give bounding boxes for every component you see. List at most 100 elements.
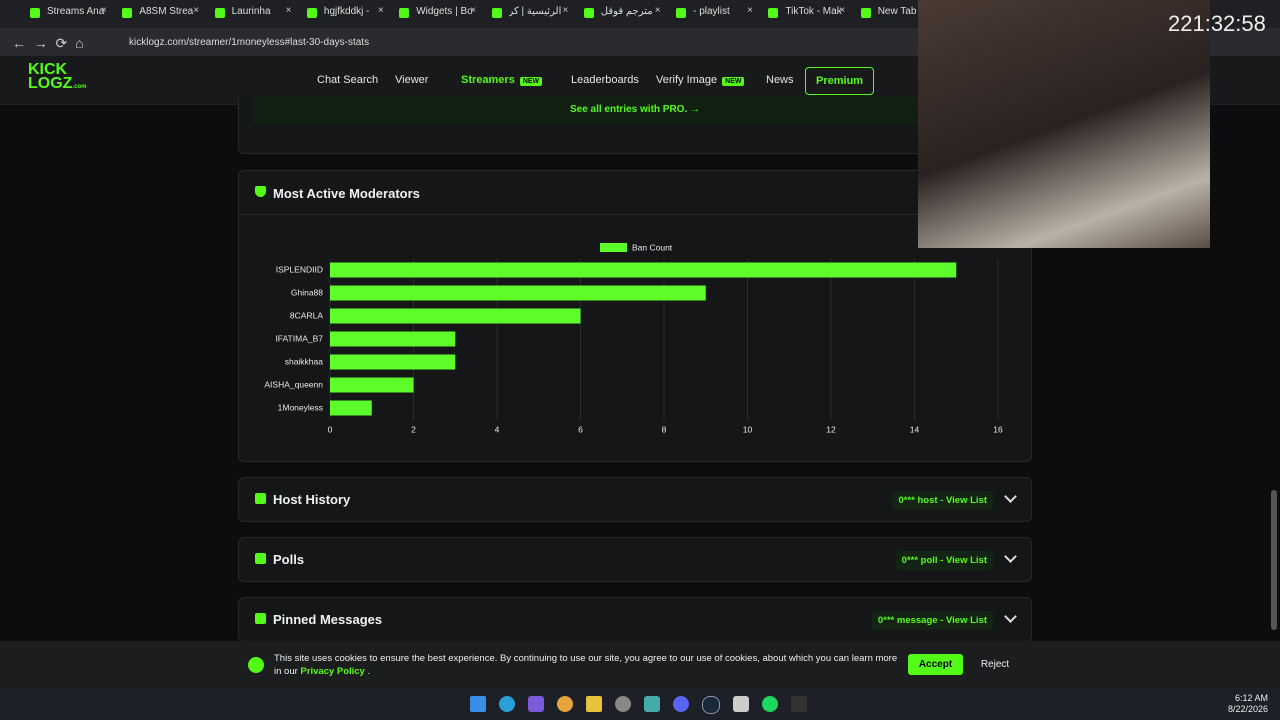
- app-icon[interactable]: [733, 696, 749, 712]
- card-title: Most Active Moderators: [273, 186, 420, 201]
- nav-label[interactable]: News: [766, 74, 794, 86]
- tab-title[interactable]: Laurinha: [231, 6, 271, 17]
- tab-title[interactable]: - playlist: [693, 6, 730, 17]
- app-icon[interactable]: [528, 696, 544, 712]
- nav-item[interactable]: Chat Search: [317, 74, 378, 86]
- tab-title[interactable]: Widgets | Bo: [416, 6, 473, 17]
- chevron[interactable]: [1004, 490, 1017, 503]
- tab-title[interactable]: مترجم قوقل: [600, 6, 653, 17]
- nav-item[interactable]: Viewer: [395, 74, 428, 86]
- section-title: Polls: [273, 552, 305, 567]
- tray-date: 8/22/2026: [1227, 704, 1268, 714]
- tab-icon[interactable]: [491, 8, 502, 18]
- scrollbar[interactable]: [1271, 490, 1277, 630]
- tab-icon[interactable]: [30, 8, 40, 18]
- app-icon[interactable]: [673, 696, 689, 712]
- tab-title[interactable]: الرئيسية | كر: [508, 6, 562, 17]
- tab-icon[interactable]: [768, 8, 779, 18]
- section-title: Host History: [273, 492, 351, 507]
- cookie-bar: This site uses cookies to ensure the bes…: [0, 641, 1280, 688]
- tab-icon[interactable]: [676, 8, 687, 18]
- tab-title[interactable]: Streams Ana: [47, 6, 105, 17]
- section-card[interactable]: Polls 0*** poll - View List: [238, 537, 1032, 582]
- tab-title[interactable]: New Tab: [877, 6, 917, 17]
- chevron[interactable]: [1004, 550, 1017, 563]
- nav-item[interactable]: Premium: [805, 67, 875, 95]
- tab-title[interactable]: hgjfkddkj -: [323, 6, 370, 17]
- nav-label[interactable]: Viewer: [395, 74, 429, 86]
- nav-item[interactable]: Verify Image NEW: [656, 74, 745, 86]
- app-icon[interactable]: [702, 696, 720, 714]
- tab-close[interactable]: ×: [562, 5, 569, 16]
- app-icon[interactable]: [791, 696, 807, 712]
- pro-strip: [253, 96, 1017, 124]
- app-icon[interactable]: [586, 696, 602, 712]
- tab-close[interactable]: ×: [654, 5, 661, 16]
- nav-item[interactable]: News: [766, 74, 794, 86]
- app-icon[interactable]: [644, 696, 660, 712]
- section-card[interactable]: Pinned Messages 0*** message - View List: [238, 597, 1032, 642]
- tab-close[interactable]: ×: [193, 5, 200, 16]
- start-icon[interactable]: [470, 696, 486, 712]
- reject-button[interactable]: Reject: [980, 659, 1010, 670]
- section-action[interactable]: 0*** poll - View List: [895, 551, 993, 570]
- section-icon: [255, 553, 266, 564]
- pro-link-text[interactable]: See all entries with PRO.: [569, 104, 688, 115]
- tab-close[interactable]: ×: [101, 5, 107, 16]
- tab-icon[interactable]: [122, 8, 133, 18]
- bar: [330, 285, 706, 301]
- url[interactable]: kicklogz.com/streamer/1moneyless#last-30…: [129, 37, 370, 48]
- cookie-end: .: [367, 666, 371, 677]
- section-action[interactable]: 0*** message - View List: [871, 611, 993, 630]
- tab-close[interactable]: ×: [839, 5, 846, 16]
- bar: [330, 308, 581, 324]
- logo-line: LOGZ: [28, 75, 73, 92]
- nav-arrows[interactable]: ← → ⟳ ⌂: [12, 35, 84, 51]
- pro-link[interactable]: See all entries with PRO. →: [569, 104, 701, 115]
- x-tick-label: 16: [993, 424, 1003, 434]
- tab-title[interactable]: A8SM Strea: [139, 6, 194, 17]
- bar: [330, 331, 456, 347]
- divider: [239, 214, 1031, 215]
- taskbar-icons: [470, 696, 815, 714]
- tray-clock: 6:12 AM 8/22/2026: [1200, 693, 1268, 715]
- logo-suffix: .com: [72, 84, 87, 90]
- section-icon: [255, 493, 266, 504]
- bar: [330, 400, 372, 416]
- tab-close[interactable]: ×: [470, 5, 477, 16]
- taskbar: 6:12 AM 8/22/2026: [0, 688, 1280, 720]
- app-icon[interactable]: [615, 696, 631, 712]
- tab-close[interactable]: ×: [377, 5, 384, 16]
- tab-icon[interactable]: [214, 8, 225, 18]
- tab-icon[interactable]: [306, 8, 317, 18]
- chevron[interactable]: [1004, 610, 1017, 623]
- tab-icon[interactable]: [583, 8, 594, 18]
- nav-label[interactable]: Leaderboards: [571, 74, 639, 86]
- x-tick-label: 6: [578, 424, 583, 434]
- accept-button[interactable]: Accept: [908, 654, 963, 675]
- tray-time: 6:12 AM: [1234, 693, 1268, 703]
- app-icon[interactable]: [762, 696, 778, 712]
- tab-close[interactable]: ×: [747, 5, 753, 16]
- section-card[interactable]: Host History 0*** host - View List: [238, 477, 1032, 522]
- nav-label[interactable]: Premium: [816, 75, 864, 87]
- nav-label[interactable]: Streamers: [461, 74, 515, 86]
- x-tick-label: 12: [826, 424, 836, 434]
- privacy-link[interactable]: Privacy Policy: [300, 666, 365, 677]
- logo-line: LOGZ.com: [28, 75, 87, 94]
- section-action[interactable]: 0*** host - View List: [892, 491, 993, 510]
- tab-title[interactable]: TikTok - Mak: [785, 6, 842, 17]
- nav-item[interactable]: Leaderboards: [571, 74, 639, 86]
- nav-label[interactable]: Chat Search: [317, 74, 379, 86]
- app-icon[interactable]: [557, 696, 573, 712]
- tab-icon[interactable]: [399, 8, 410, 18]
- y-tick-label: shaikkhaa: [285, 356, 324, 366]
- x-tick-label: 10: [743, 424, 753, 434]
- logo[interactable]: KICK LOGZ.com: [28, 62, 87, 94]
- tab-icon[interactable]: [860, 8, 871, 18]
- y-tick-label: Ghina88: [291, 287, 323, 297]
- nav-label[interactable]: Verify Image: [656, 74, 718, 86]
- tab-close[interactable]: ×: [285, 5, 292, 16]
- app-icon[interactable]: [499, 696, 515, 712]
- nav-item[interactable]: Streamers NEW: [461, 74, 543, 86]
